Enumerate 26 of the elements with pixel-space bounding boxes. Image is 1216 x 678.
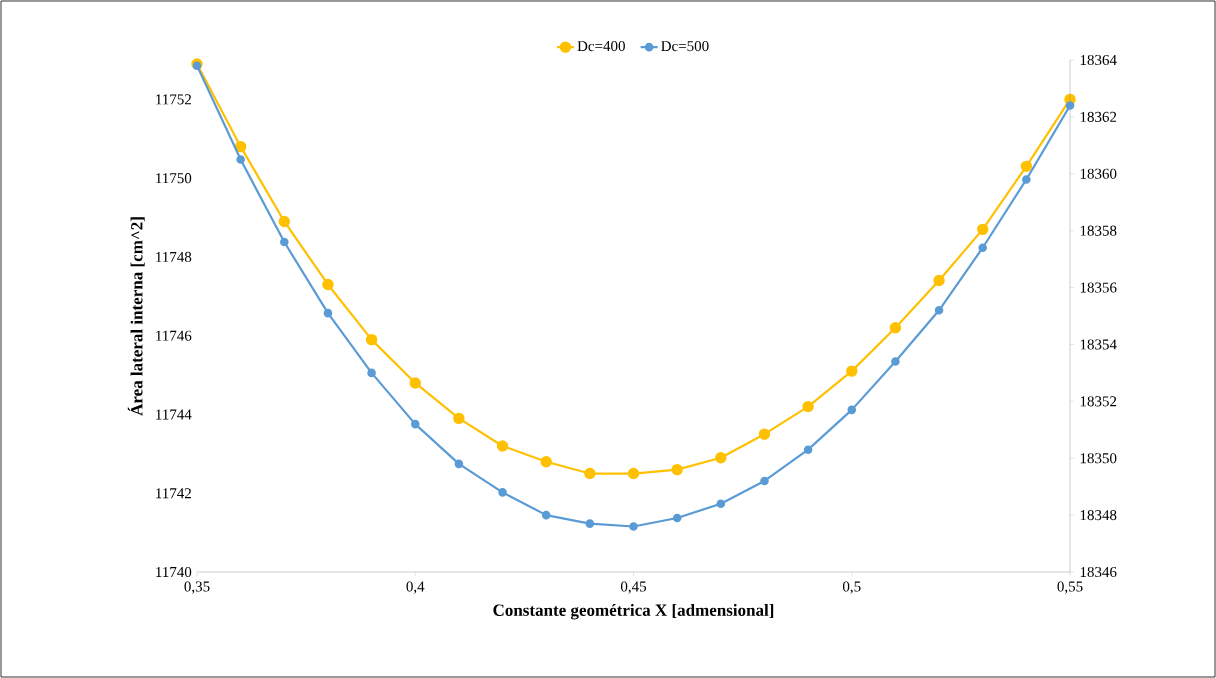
y2-tick-label: 18350 — [1080, 453, 1117, 464]
y2-tick-label: 18358 — [1080, 225, 1117, 236]
legend-label: Dc=500 — [661, 41, 709, 52]
x-tick-label: 0,5 — [842, 581, 861, 594]
y-tick-label: 11752 — [156, 94, 191, 105]
y2-tick-label: 18364 — [1080, 54, 1117, 66]
x-tick-label: 0,45 — [620, 581, 647, 594]
y2-tick-label: 18356 — [1080, 282, 1117, 293]
y-axis-title: Área lateral interna [cm^2] — [127, 217, 145, 416]
legend-label: Dc=400 — [577, 41, 625, 52]
x-tick-label: 0,4 — [406, 581, 425, 594]
y-tick-label: 11744 — [156, 409, 192, 420]
y2-tick-label: 18346 — [1080, 566, 1117, 578]
y2-tick-label: 18362 — [1080, 111, 1117, 122]
y2-tick-label: 18354 — [1080, 339, 1117, 350]
x-tick-label: 0,35 — [184, 581, 210, 594]
x-tick-label: 0,55 — [1057, 581, 1083, 594]
y-tick-label: 11740 — [156, 566, 192, 578]
y-tick-label: 11742 — [156, 488, 191, 499]
y2-tick-label: 18352 — [1080, 396, 1117, 407]
y-tick-label: 11750 — [156, 173, 192, 184]
x-axis-title: Constante geométrica X [admensional] — [493, 603, 774, 620]
y-tick-label: 11748 — [156, 251, 192, 262]
y2-tick-label: 18360 — [1080, 168, 1117, 179]
y-tick-label: 11746 — [156, 330, 192, 341]
y2-tick-label: 18348 — [1080, 510, 1117, 521]
